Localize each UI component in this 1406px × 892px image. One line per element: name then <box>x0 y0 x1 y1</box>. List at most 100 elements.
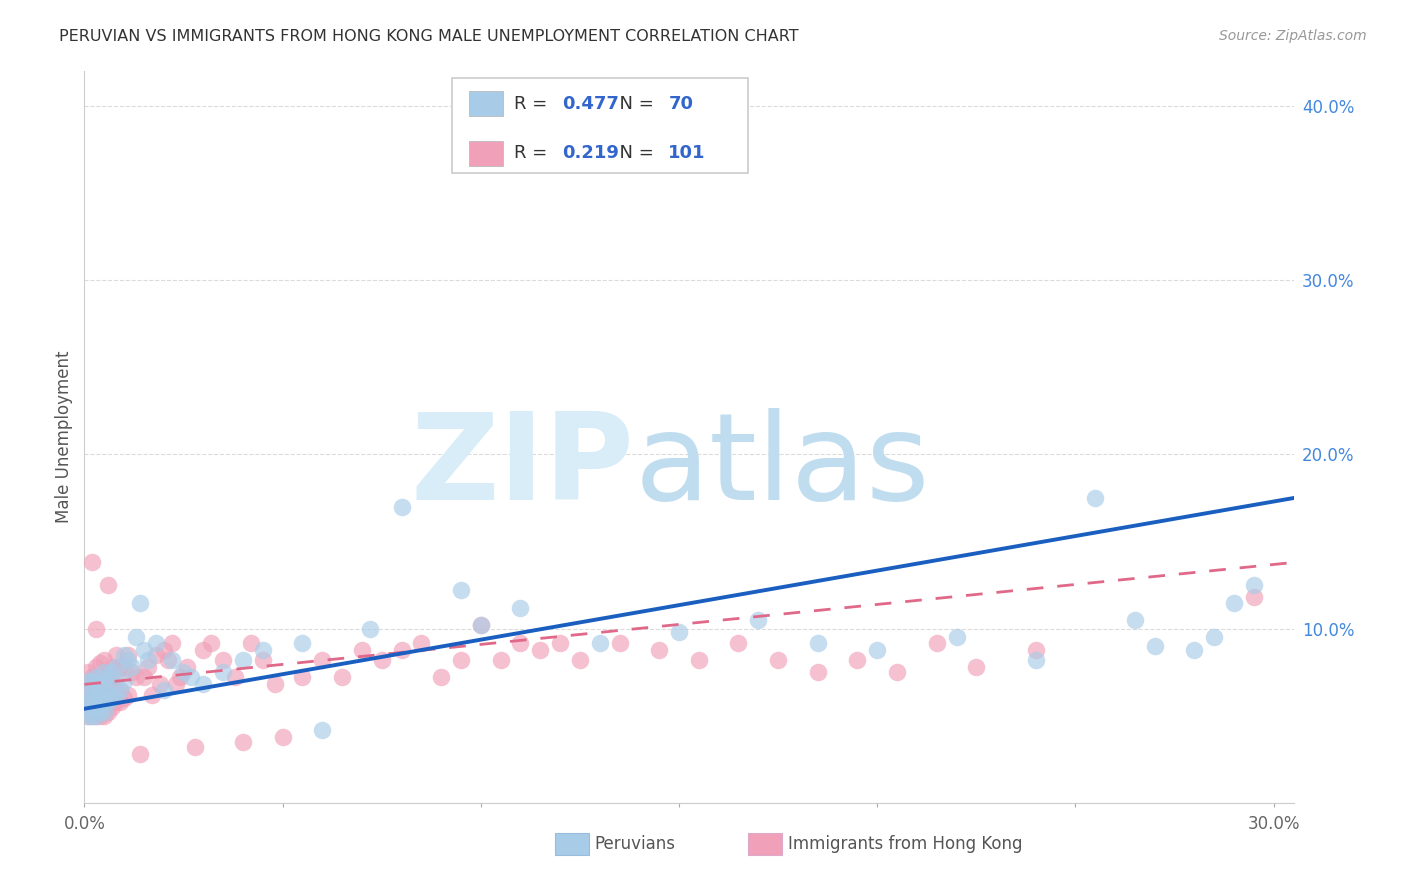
Point <box>77 691 100 706</box>
Point <box>101 660 124 674</box>
Point <box>727 635 749 649</box>
Point <box>97 695 120 709</box>
Point <box>807 665 830 680</box>
Point <box>82 673 104 688</box>
Text: N =: N = <box>607 145 659 162</box>
Text: Peruvians: Peruvians <box>595 835 676 853</box>
Point <box>121 660 143 674</box>
Point <box>101 665 124 680</box>
Point <box>165 677 187 691</box>
Point <box>101 677 124 691</box>
Point <box>212 665 235 680</box>
Point <box>84 670 107 684</box>
Point <box>330 670 353 684</box>
Point <box>271 730 294 744</box>
Point <box>1025 642 1047 657</box>
Point <box>84 682 107 697</box>
Point <box>93 705 115 719</box>
Point <box>263 677 285 691</box>
Point <box>509 635 531 649</box>
Point <box>112 673 135 688</box>
Point <box>232 735 254 749</box>
Text: 0.219: 0.219 <box>562 145 619 162</box>
Point <box>1243 591 1265 605</box>
Point <box>141 688 163 702</box>
Point <box>589 635 612 649</box>
Point <box>93 691 115 706</box>
Point <box>101 691 124 706</box>
Point <box>172 665 194 680</box>
Point <box>965 660 987 674</box>
Point <box>97 670 120 684</box>
Point <box>82 670 104 684</box>
Point <box>84 677 107 691</box>
Point <box>93 682 115 697</box>
Text: 0.477: 0.477 <box>562 95 619 112</box>
Point <box>370 653 392 667</box>
Point <box>93 665 115 680</box>
Point <box>108 695 131 709</box>
Point <box>84 660 107 674</box>
Point <box>766 653 789 667</box>
Point <box>136 653 159 667</box>
Point <box>82 700 104 714</box>
Point <box>239 635 262 649</box>
Point <box>489 653 512 667</box>
Point <box>232 653 254 667</box>
Point <box>1243 578 1265 592</box>
Point <box>89 670 111 684</box>
Point <box>84 708 107 723</box>
Point <box>609 635 631 649</box>
Point <box>84 670 107 684</box>
Point <box>866 642 889 657</box>
Point <box>411 635 433 649</box>
Point <box>668 625 690 640</box>
Point <box>89 691 111 706</box>
Point <box>252 653 274 667</box>
Point <box>391 500 413 514</box>
Point <box>82 691 104 706</box>
Point <box>84 622 107 636</box>
Point <box>1223 595 1246 609</box>
Point <box>89 677 111 691</box>
Point <box>84 708 107 723</box>
Point <box>311 723 333 737</box>
Text: Source: ZipAtlas.com: Source: ZipAtlas.com <box>1219 29 1367 43</box>
Point <box>128 595 150 609</box>
Point <box>82 708 104 723</box>
Point <box>136 660 159 674</box>
Point <box>1204 631 1226 645</box>
Point <box>212 653 235 667</box>
Point <box>89 691 111 706</box>
Point <box>529 642 551 657</box>
Y-axis label: Male Unemployment: Male Unemployment <box>55 351 73 524</box>
Point <box>184 740 207 755</box>
Point <box>82 700 104 714</box>
Point <box>105 648 128 662</box>
Point <box>169 670 191 684</box>
Point <box>93 653 115 667</box>
Point <box>84 700 107 714</box>
Point <box>77 700 100 714</box>
Text: atlas: atlas <box>634 408 931 524</box>
Point <box>311 653 333 667</box>
Point <box>176 660 198 674</box>
Point <box>77 708 100 723</box>
Point <box>359 622 381 636</box>
Point <box>149 677 172 691</box>
Point <box>77 677 100 691</box>
Point <box>93 700 115 714</box>
FancyBboxPatch shape <box>451 78 748 173</box>
Point <box>450 583 472 598</box>
Point <box>450 653 472 667</box>
Point <box>77 700 100 714</box>
Point <box>77 708 100 723</box>
Point <box>846 653 869 667</box>
Point <box>82 682 104 697</box>
FancyBboxPatch shape <box>748 833 782 855</box>
Point <box>117 688 139 702</box>
Point <box>291 670 314 684</box>
Point <box>1184 642 1206 657</box>
Point <box>945 631 967 645</box>
Text: R =: R = <box>513 95 553 112</box>
